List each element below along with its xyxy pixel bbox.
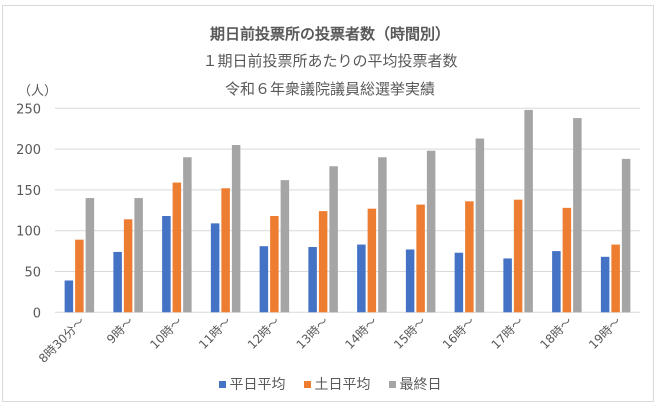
x-tick-label: 18時～ — [537, 314, 575, 352]
bar — [600, 256, 610, 313]
bar — [405, 249, 415, 313]
bar — [513, 199, 523, 313]
legend-label: 土日平均 — [314, 377, 371, 393]
x-tick-label: 19時～ — [586, 314, 624, 352]
y-tick-label: 150 — [16, 184, 41, 199]
bar — [280, 180, 290, 313]
y-tick-label: 250 — [16, 102, 41, 117]
bar — [231, 145, 241, 313]
bar — [162, 216, 171, 313]
bar — [183, 157, 192, 313]
bar — [426, 150, 436, 313]
x-tick-label: 10時～ — [147, 314, 185, 352]
x-tick-label: 11時～ — [196, 314, 234, 352]
x-tick-label: 16時～ — [440, 314, 478, 352]
bar — [465, 201, 474, 313]
bar — [611, 244, 620, 313]
bar — [210, 223, 220, 313]
chart-subtitle-1: １期日前投票所あたりの平均投票者数 — [202, 52, 458, 70]
chart-frame — [2, 5, 654, 402]
bar — [552, 251, 561, 313]
bar — [454, 252, 464, 313]
legend-item: 平日平均 — [218, 374, 286, 394]
bar — [75, 239, 84, 313]
bar — [416, 204, 425, 313]
y-tick-label: 0 — [33, 306, 41, 321]
x-tick-label: 8時30分～ — [36, 314, 88, 366]
y-tick-label: 100 — [16, 225, 41, 240]
bar — [367, 208, 377, 313]
x-tick-label: 17時～ — [489, 314, 527, 352]
y-tick-label: 200 — [16, 143, 41, 158]
bar — [562, 207, 572, 313]
bar — [134, 198, 143, 313]
bar — [621, 158, 631, 313]
x-tick-label: 15時～ — [391, 314, 429, 352]
chart-subtitle-2: 令和６年衆議院議員総選挙実績 — [224, 80, 435, 98]
legend-label: 平日平均 — [229, 377, 286, 393]
x-tick-label: 12時～ — [245, 314, 283, 352]
bar — [524, 109, 533, 313]
bar — [259, 246, 269, 313]
legend-swatch-icon — [218, 380, 226, 388]
legend: 平日平均 土日平均 最終日 — [0, 374, 660, 394]
bar — [573, 118, 582, 313]
legend-label: 最終日 — [399, 377, 442, 393]
bar — [308, 247, 317, 313]
bar — [64, 280, 74, 313]
bar — [318, 211, 328, 313]
y-tick-label: 50 — [24, 266, 41, 281]
bar — [503, 258, 512, 313]
x-tick-label: 13時～ — [294, 314, 332, 352]
x-tick-label: 9時～ — [104, 314, 136, 346]
bar — [378, 157, 387, 313]
bar — [475, 138, 485, 313]
x-tick-label: 14時～ — [342, 314, 380, 352]
bar — [172, 182, 182, 313]
legend-swatch-icon — [388, 380, 396, 388]
bar — [221, 188, 230, 313]
legend-swatch-icon — [303, 380, 311, 388]
bar — [270, 216, 279, 313]
bar — [113, 251, 122, 313]
y-axis-unit-label: （人） — [18, 84, 58, 99]
bar — [123, 219, 133, 313]
chart-title: 期日前投票所の投票者数（時間別） — [209, 25, 450, 43]
legend-item: 最終日 — [388, 374, 442, 394]
legend-item: 土日平均 — [303, 374, 371, 394]
bar — [329, 166, 338, 313]
bar — [85, 198, 95, 313]
bar — [357, 244, 366, 313]
